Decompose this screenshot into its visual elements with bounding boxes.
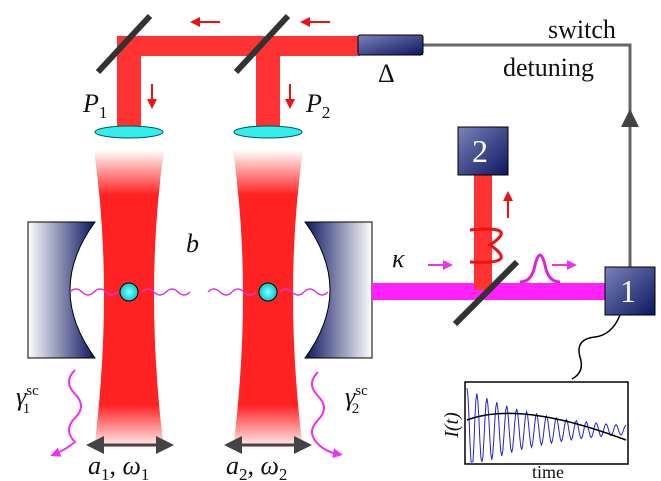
label: P1: [82, 89, 107, 122]
labels: switch detuning Δ P1 P2 b κ 2 1 γsc 1 γsc…: [16, 15, 636, 481]
label: time: [532, 462, 564, 481]
label: Δ: [378, 59, 395, 88]
label: κ: [392, 244, 405, 273]
label: P2: [305, 89, 330, 122]
label: detuning: [503, 53, 594, 82]
label: a2, ω2: [226, 451, 287, 481]
label: b: [186, 229, 199, 258]
optics: [27, 13, 656, 465]
label: a1, ω1: [88, 451, 149, 481]
label: γsc 2: [345, 382, 368, 417]
label: γsc 1: [16, 382, 39, 417]
label: 2: [472, 133, 488, 169]
label: switch: [548, 15, 616, 44]
label: I(t): [441, 412, 463, 439]
label: 1: [620, 273, 636, 309]
